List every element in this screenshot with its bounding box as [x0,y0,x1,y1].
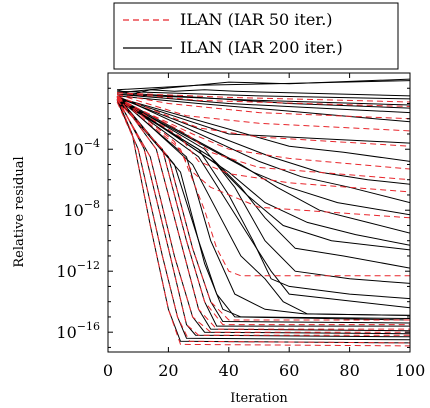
x-tick-label-3: 60 [279,361,299,380]
series-black-19 [116,95,410,204]
series-red-9 [116,96,410,193]
series-black-12 [116,99,410,300]
series-black-14 [116,98,410,269]
series-red-6 [116,97,410,321]
series-black-23 [117,95,410,123]
plot-frame [107,72,411,353]
series-black-29 [117,78,410,94]
series-red-5 [116,100,410,326]
series-black-28 [116,89,410,97]
series-black-5 [116,100,410,327]
series-red-15 [117,92,410,107]
series-black-27 [117,90,410,100]
series-black-26 [117,93,410,106]
series-black-17 [116,96,410,234]
x-tick-label-1: 20 [158,361,178,380]
legend-label-red: ILAN (IAR 50 iter.) [180,10,333,29]
y-tick-label-0: 10−4 [63,137,100,159]
x-tick-label-4: 80 [339,361,359,380]
series-red-3 [116,98,410,333]
series-red-4 [116,95,410,330]
series-red-11 [116,98,410,170]
series-black-11 [116,96,410,309]
series-black-2 [116,97,410,338]
series-red-13 [116,93,410,132]
series-black-30 [117,80,410,91]
y-axis-label: Relative residual [12,156,27,267]
series-red-10 [116,96,410,181]
x-tick-label-0: 0 [103,361,113,380]
legend-box [113,2,399,70]
series-red-8 [116,95,410,219]
y-axis: 10−4 10−8 10−12 10−16 [56,87,410,348]
series-black-18 [116,98,410,216]
y-tick-label-2: 10−12 [56,259,100,281]
series-black-13 [116,96,410,284]
series-black-21 [116,96,410,162]
series-black-9 [116,97,410,316]
series-black-22 [116,96,410,144]
y-tick-label-1: 10−8 [63,198,100,220]
legend-label-black: ILAN (IAR 200 iter.) [180,38,343,57]
series-group-red [116,92,410,347]
series-black-10 [116,95,410,316]
series-group-black [116,78,410,344]
x-axis-label: Iteration [230,391,288,406]
x-tick-label-2: 40 [219,361,239,380]
series-red-16 [117,92,410,103]
series-black-16 [116,96,410,246]
legend: ILAN (IAR 50 iter.) ILAN (IAR 200 iter.) [113,2,399,70]
series-black-24 [117,93,410,114]
series-red-1 [116,101,410,344]
series-black-6 [116,97,410,324]
x-tick-label-5: 100 [395,361,426,380]
series-red-2 [116,97,410,336]
x-axis: 0 20 40 60 80 100 [103,73,425,380]
series-red-0 [116,97,410,347]
series-black-25 [117,92,410,109]
series-black-8 [116,98,410,319]
y-tick-label-3: 10−16 [56,320,100,342]
series-black-15 [116,95,410,251]
series-red-7 [116,97,410,277]
series-red-12 [116,95,410,147]
